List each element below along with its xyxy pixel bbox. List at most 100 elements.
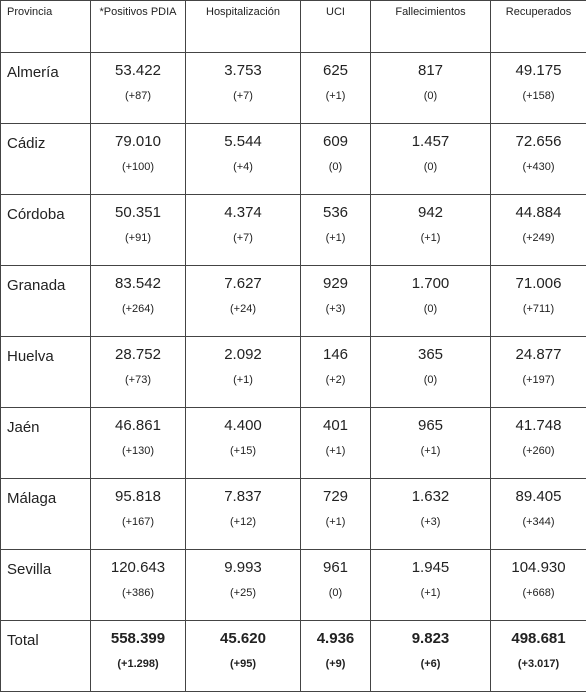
column-header: Recuperados: [491, 1, 586, 53]
cell-value: 146: [301, 346, 370, 366]
data-cell: 929(+3): [301, 266, 371, 337]
data-cell: 729(+1): [301, 479, 371, 550]
cell-change: (+2): [301, 374, 370, 386]
cell-value: 3.753: [186, 62, 300, 82]
cell-change: (+15): [186, 445, 300, 457]
data-cell: 83.542(+264): [91, 266, 186, 337]
cell-change: (+1): [301, 232, 370, 244]
cell-change: (+1): [301, 90, 370, 102]
cell-value: 625: [301, 62, 370, 82]
data-cell: 49.175(+158): [491, 53, 586, 124]
data-cell: 89.405(+344): [491, 479, 586, 550]
cell-change: (+9): [301, 658, 370, 670]
data-cell: 1.700(0): [371, 266, 491, 337]
cell-value: 4.374: [186, 204, 300, 224]
cell-value: 1.700: [371, 275, 490, 295]
cell-value: 50.351: [91, 204, 185, 224]
cell-change: (+6): [371, 658, 490, 670]
cell-change: (+7): [186, 90, 300, 102]
province-name: Total: [1, 621, 91, 692]
data-cell: 46.861 (+130): [91, 408, 186, 479]
data-cell: 1.945(+1): [371, 550, 491, 621]
cell-change: (+1): [301, 516, 370, 528]
data-cell: 44.884(+249): [491, 195, 586, 266]
cell-change: (+4): [186, 161, 300, 173]
cell-value: 120.643: [91, 559, 185, 579]
data-cell: 120.643(+386): [91, 550, 186, 621]
cell-value: 7.627: [186, 275, 300, 295]
cell-value: 1.457: [371, 133, 490, 153]
data-cell: 9.823 (+6): [371, 621, 491, 692]
column-header: *Positivos PDIA: [91, 1, 186, 53]
cell-change: (+73): [91, 374, 185, 386]
data-cell: 401(+1): [301, 408, 371, 479]
cell-change: (+3): [371, 516, 490, 528]
data-cell: 45.620(+95): [186, 621, 301, 692]
data-cell: 79.010(+100): [91, 124, 186, 195]
province-name: Cádiz: [1, 124, 91, 195]
cell-change: (+1): [186, 374, 300, 386]
page: {"table": { "headers": ["Provincia", "*P…: [0, 0, 586, 591]
cell-change: (+158): [491, 90, 586, 102]
province-name: Almería: [1, 53, 91, 124]
cell-change: (0): [371, 161, 490, 173]
cell-value: 72.656: [491, 133, 586, 153]
province-name: Huelva: [1, 337, 91, 408]
data-cell: 4.400(+15): [186, 408, 301, 479]
cell-value: 46.861: [91, 417, 185, 437]
column-header: Hospitalización: [186, 1, 301, 53]
cell-value: 401: [301, 417, 370, 437]
cell-change: (+344): [491, 516, 586, 528]
cell-change: (+7): [186, 232, 300, 244]
cell-change: (+3): [301, 303, 370, 315]
cell-value: 9.993: [186, 559, 300, 579]
data-cell: 1.457 (0): [371, 124, 491, 195]
data-cell: 625 (+1): [301, 53, 371, 124]
cell-value: 817: [371, 62, 490, 82]
column-header: UCI: [301, 1, 371, 53]
data-cell: 942(+1): [371, 195, 491, 266]
cell-change: (+430): [491, 161, 586, 173]
cell-value: 45.620: [186, 630, 300, 650]
province-name: Sevilla: [1, 550, 91, 621]
cell-value: 95.818: [91, 488, 185, 508]
cell-change: (+25): [186, 587, 300, 599]
data-cell: 817(0): [371, 53, 491, 124]
data-cell: 50.351 (+91): [91, 195, 186, 266]
data-cell: 95.818(+167): [91, 479, 186, 550]
cell-value: 961: [301, 559, 370, 579]
cell-value: 609: [301, 133, 370, 153]
data-cell: 536 (+1): [301, 195, 371, 266]
cell-value: 1.632: [371, 488, 490, 508]
data-cell: 41.748(+260): [491, 408, 586, 479]
cell-value: 1.945: [371, 559, 490, 579]
data-cell: 498.681(+3.017): [491, 621, 586, 692]
cell-change: (+130): [91, 445, 185, 457]
data-cell: 1.632 (+3): [371, 479, 491, 550]
cell-change: (+91): [91, 232, 185, 244]
column-header: Fallecimientos: [371, 1, 491, 53]
cell-change: (+24): [186, 303, 300, 315]
cell-value: 9.823: [371, 630, 490, 650]
data-cell: 558.399 (+1.298): [91, 621, 186, 692]
cell-value: 536: [301, 204, 370, 224]
cell-change: (+668): [491, 587, 586, 599]
cell-change: (+264): [91, 303, 185, 315]
cell-change: (+100): [91, 161, 185, 173]
cell-change: (+1): [371, 232, 490, 244]
cell-change: (+260): [491, 445, 586, 457]
data-cell: 28.752(+73): [91, 337, 186, 408]
cell-change: (+1.298): [91, 658, 185, 670]
cell-change: (+711): [491, 303, 586, 315]
data-cell: 7.837(+12): [186, 479, 301, 550]
cell-value: 558.399: [91, 630, 185, 650]
